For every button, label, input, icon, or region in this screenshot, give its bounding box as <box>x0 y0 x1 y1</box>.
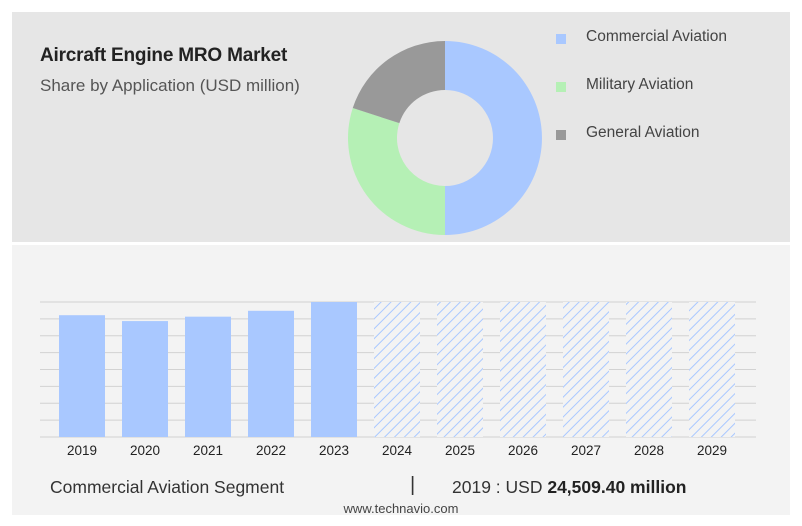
legend-label-general: General Aviation <box>586 124 700 141</box>
forecast-bar-2024 <box>374 302 420 437</box>
x-tick-label: 2020 <box>130 443 160 458</box>
x-tick-label: 2026 <box>508 443 538 458</box>
bar-2022 <box>248 310 294 437</box>
forecast-bar-2025 <box>437 302 483 437</box>
x-tick-label: 2029 <box>697 443 727 458</box>
bar-2021 <box>185 316 231 437</box>
legend-item-military: Military Aviation <box>556 76 727 124</box>
bar-svg: 2019 2020 2021 2022 2023 2024 2025 2026 2027 2028… <box>40 301 756 458</box>
bar-2019 <box>59 315 105 437</box>
x-tick-label: 2023 <box>319 443 349 458</box>
bar-chart: 2019 2020 2021 2022 2023 2024 2025 2026 2027 2028… <box>36 290 760 460</box>
forecast-bar-2027 <box>563 302 609 437</box>
legend-swatch-commercial <box>556 34 566 44</box>
donut-slice-commercial <box>445 41 542 235</box>
legend-item-commercial: Commercial Aviation <box>556 28 727 76</box>
x-tick-label: 2024 <box>382 443 413 458</box>
legend-label-commercial: Commercial Aviation <box>586 28 727 45</box>
chart-title: Aircraft Engine MRO Market <box>40 45 288 66</box>
legend-swatch-general <box>556 130 566 140</box>
donut-svg <box>348 41 542 235</box>
segment-value: 2019 : USD 24,509.40 million <box>452 477 686 498</box>
x-tick-label: 2021 <box>193 443 223 458</box>
x-tick-label: 2027 <box>571 443 601 458</box>
legend: Commercial Aviation Military Aviation Ge… <box>556 28 727 172</box>
donut-chart <box>345 38 545 238</box>
forecast-bar-2026 <box>500 302 546 437</box>
x-tick-label: 2019 <box>67 443 97 458</box>
x-tick-label: 2028 <box>634 443 664 458</box>
bar-2020 <box>122 321 168 437</box>
forecast-bar-2029 <box>689 302 735 437</box>
donut-slice-general <box>352 41 445 124</box>
legend-swatch-military <box>556 82 566 92</box>
x-tick-label: 2025 <box>445 443 475 458</box>
segment-label: Commercial Aviation Segment <box>50 477 285 497</box>
legend-item-general: General Aviation <box>556 124 727 172</box>
x-tick-label: 2022 <box>256 443 286 458</box>
source-link[interactable]: www.technavio.com <box>343 501 459 516</box>
donut-slice-military <box>348 108 445 235</box>
bar-2023 <box>311 302 357 437</box>
footer-separator: | <box>410 474 416 496</box>
forecast-bar-2028 <box>626 302 672 437</box>
segment-value-prefix: 2019 : USD <box>452 477 543 497</box>
chart-subtitle: Share by Application (USD million) <box>40 76 300 95</box>
segment-value-amount: 24,509.40 million <box>547 477 687 497</box>
legend-label-military: Military Aviation <box>586 76 694 93</box>
